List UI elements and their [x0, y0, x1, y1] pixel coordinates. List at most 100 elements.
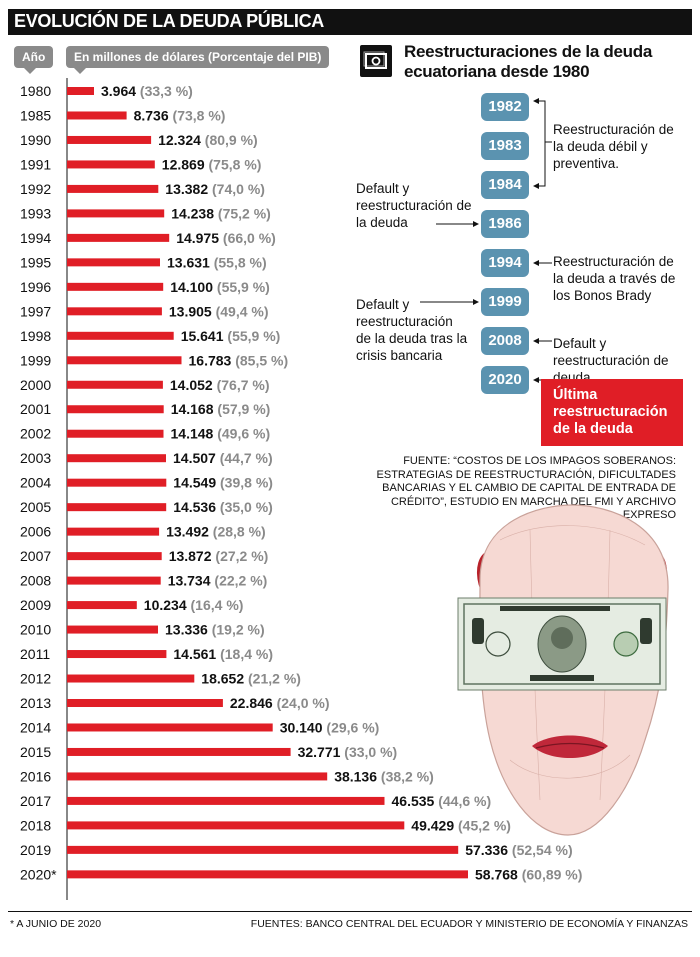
debt-value-label: 15.641 [181, 328, 224, 344]
bar-data-label: 18.652 (21,2 %) [201, 671, 301, 687]
gdp-percent-label: (24,0 %) [273, 695, 330, 711]
restructuring-title: Reestructuraciones de la deuda ecuatoria… [404, 42, 652, 81]
bar-data-label: 14.507 (44,7 %) [173, 450, 273, 466]
debt-bar [67, 160, 155, 169]
gdp-percent-label: (66,0 %) [219, 230, 276, 246]
debt-bar [67, 209, 165, 218]
unit-header: En millones de dólares (Porcentaje del P… [66, 46, 330, 68]
bar-data-label: 14.100 (55,9 %) [170, 279, 270, 295]
debt-bar [67, 821, 405, 830]
debt-value-label: 8.736 [134, 107, 169, 123]
debt-value-label: 22.846 [230, 695, 273, 711]
debt-bar [67, 747, 291, 756]
footer-divider [8, 911, 692, 912]
gdp-percent-label: (76,7 %) [213, 377, 270, 393]
debt-bar [67, 674, 195, 683]
gdp-percent-label: (39,8 %) [216, 475, 273, 491]
title-bar: EVOLUCIÓN DE LA DEUDA PÚBLICA [8, 9, 692, 35]
gdp-percent-label: (21,2 %) [244, 671, 301, 687]
year-tick-label: 1991 [20, 156, 51, 172]
note-1982-1984: Reestructuración de la deuda débil y pre… [553, 122, 674, 171]
gdp-percent-label: (33,0 %) [340, 744, 397, 760]
gdp-percent-label: (60,89 %) [518, 866, 583, 882]
debt-bar [67, 772, 328, 781]
bar-data-label: 13.382 (74,0 %) [165, 181, 265, 197]
gdp-percent-label: (35,0 %) [216, 499, 273, 515]
debt-value-label: 49.429 [411, 817, 454, 833]
debt-value-label: 14.148 [171, 426, 214, 442]
debt-bar [67, 405, 164, 414]
debt-bar [67, 576, 161, 585]
debt-bar [67, 307, 162, 316]
gdp-percent-label: (19,2 %) [208, 622, 265, 638]
debt-bar [67, 503, 167, 512]
year-tick-label: 1994 [20, 230, 51, 246]
bar-data-label: 14.549 (39,8 %) [173, 475, 273, 491]
year-tick-label: 1999 [20, 352, 51, 368]
debt-value-label: 14.975 [176, 230, 219, 246]
year-tick-label: 2010 [20, 622, 51, 638]
gdp-percent-label: (73,8 %) [169, 107, 226, 123]
bar-data-label: 57.336 (52,54 %) [465, 842, 572, 858]
gdp-percent-label: (45,2 %) [454, 817, 511, 833]
note-1994: Reestructuración de la deuda a través de… [553, 254, 676, 303]
gdp-percent-label: (33,3 %) [136, 83, 193, 99]
year-tick-label: 2007 [20, 548, 51, 564]
gdp-percent-label: (22,2 %) [211, 573, 268, 589]
bar-data-label: 14.975 (66,0 %) [176, 230, 276, 246]
year-tick-label: 2017 [20, 793, 51, 809]
gdp-percent-label: (27,2 %) [212, 548, 269, 564]
debt-value-label: 10.234 [144, 597, 187, 613]
year-box-2008: 2008 [481, 327, 529, 355]
note-1986: Default y reestructuración de la deuda [356, 181, 472, 230]
year-tick-label: 2004 [20, 475, 51, 491]
debt-value-label: 14.536 [173, 499, 216, 515]
year-tick-label: 1985 [20, 107, 51, 123]
bar-data-label: 14.561 (18,4 %) [173, 646, 273, 662]
debt-value-label: 16.783 [189, 352, 232, 368]
bar-data-label: 13.631 (55,8 %) [167, 254, 267, 270]
year-tick-label: 2012 [20, 671, 51, 687]
bar-data-label: 3.964 (33,3 %) [101, 83, 193, 99]
year-box-1986: 1986 [481, 210, 529, 238]
bar-data-label: 14.168 (57,9 %) [171, 401, 271, 417]
debt-value-label: 12.869 [162, 156, 205, 172]
debt-bar [67, 233, 170, 242]
debt-bar [67, 625, 158, 634]
bar-data-label: 14.052 (76,7 %) [170, 377, 270, 393]
gdp-percent-label: (44,6 %) [434, 793, 491, 809]
debt-value-label: 32.771 [298, 744, 341, 760]
year-tick-label: 1990 [20, 132, 51, 148]
year-box-1982: 1982 [481, 93, 529, 121]
note-2020: Última reestructuración de la deuda [553, 387, 668, 437]
face-dollar-illustration [457, 504, 669, 836]
bar-data-label: 38.136 (38,2 %) [334, 768, 434, 784]
bar-data-label: 58.768 (60,89 %) [475, 866, 582, 882]
debt-bar [67, 601, 137, 610]
debt-value-label: 14.052 [170, 377, 213, 393]
bar-data-label: 10.234 (16,4 %) [144, 597, 244, 613]
debt-bar [67, 723, 273, 732]
debt-value-label: 14.100 [170, 279, 213, 295]
bar-data-label: 13.336 (19,2 %) [165, 622, 265, 638]
year-tick-label: 2005 [20, 499, 51, 515]
debt-bar [67, 331, 174, 340]
gdp-percent-label: (85,5 %) [231, 352, 288, 368]
debt-value-label: 14.549 [173, 475, 216, 491]
debt-value-label: 30.140 [280, 719, 323, 735]
year-box-1999: 1999 [481, 288, 529, 316]
debt-bar [67, 870, 468, 879]
bar-data-label: 13.905 (49,4 %) [169, 303, 269, 319]
note-1999: Default y reestructuración de la deuda t… [356, 297, 468, 363]
year-tick-label: 1998 [20, 328, 51, 344]
gdp-percent-label: (18,4 %) [216, 646, 273, 662]
debt-value-label: 13.734 [168, 573, 211, 589]
footer-sources: FUENTES: BANCO CENTRAL DEL ECUADOR Y MIN… [250, 918, 688, 930]
gdp-percent-label: (29,6 %) [323, 719, 380, 735]
gdp-percent-label: (57,9 %) [214, 401, 271, 417]
gdp-percent-label: (16,4 %) [187, 597, 244, 613]
gdp-percent-label: (38,2 %) [377, 768, 434, 784]
debt-bar [67, 552, 162, 561]
debt-value-label: 13.336 [165, 622, 208, 638]
debt-value-label: 12.324 [158, 132, 201, 148]
